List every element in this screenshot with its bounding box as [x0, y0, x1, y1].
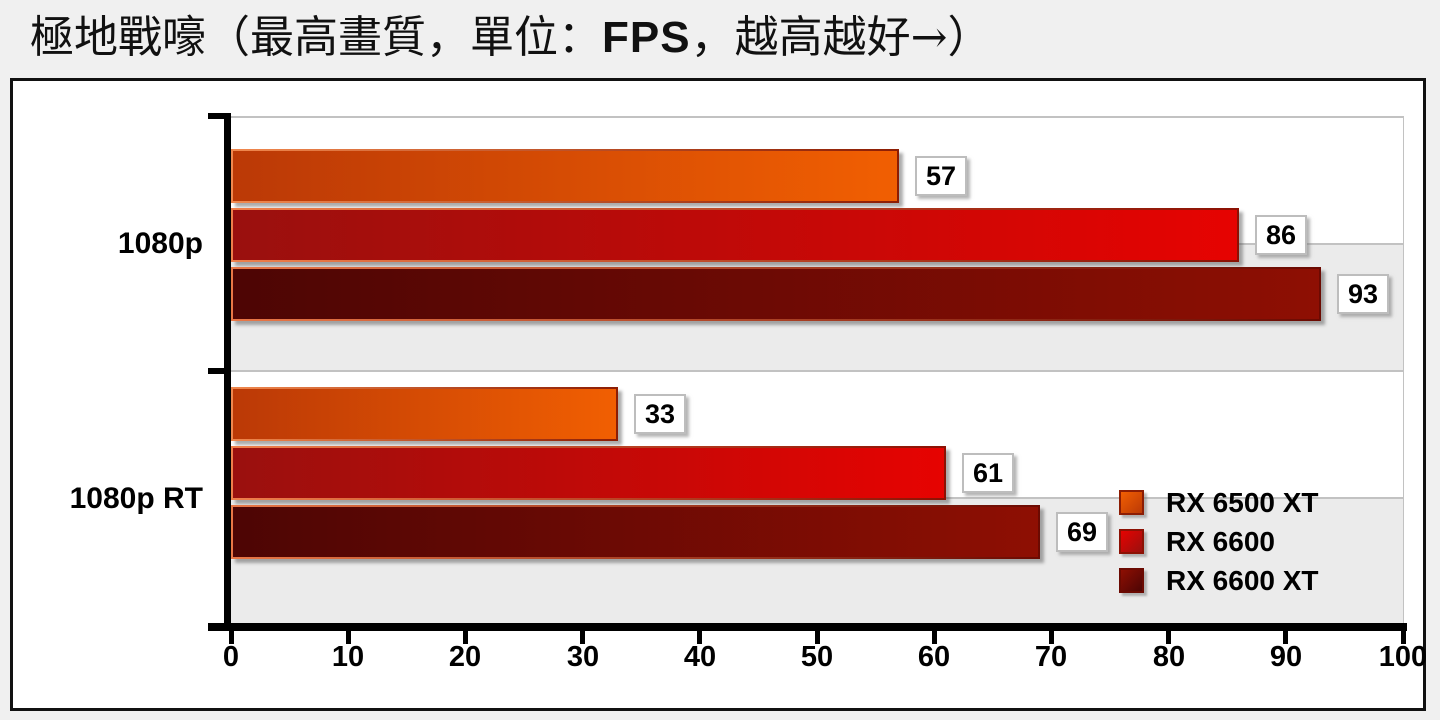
value-axis-tick-label: 10 [331, 641, 365, 673]
value-axis-tick-label: 90 [1269, 641, 1303, 673]
bar-1080p-rx-6600-xt [231, 267, 1321, 321]
bar-1080p-rx-6500-xt [231, 149, 899, 203]
value-axis-tick [580, 631, 585, 644]
legend-swatch-icon [1119, 568, 1144, 593]
value-axis-tick-label: 40 [683, 641, 717, 673]
value-axis-tick-label: 80 [1152, 641, 1186, 673]
bar-fill [233, 151, 897, 201]
value-axis-tick [1401, 631, 1406, 644]
category-label-1080p: 1080p [117, 227, 203, 260]
value-axis-tick [932, 631, 937, 644]
legend-swatch-icon [1119, 529, 1144, 554]
chart-box: 57 86 93 33 61 69 RX 6500 XT RX 6600 RX … [10, 78, 1427, 711]
value-axis-tick [697, 631, 702, 644]
value-axis-tick-label: 50 [800, 641, 834, 673]
bar-1080p-rt-rx-6600 [231, 446, 946, 500]
bar-1080p-rx-6600 [231, 208, 1239, 262]
value-label: 86 [1255, 215, 1308, 255]
bar-fill [233, 448, 944, 498]
value-axis-tick-label: 70 [1034, 641, 1068, 673]
plot-area: 57 86 93 33 61 69 RX 6500 XT RX 6600 RX … [231, 116, 1404, 626]
value-label: 57 [915, 156, 968, 196]
value-axis-tick [229, 631, 234, 644]
bar-1080p-rt-rx-6500-xt [231, 387, 618, 441]
value-axis-tick [1166, 631, 1171, 644]
value-axis-tick-label: 20 [448, 641, 482, 673]
legend-label: RX 6600 [1166, 526, 1275, 557]
bar-fill [233, 210, 1237, 260]
category-label-1080p-rt: 1080p RT [69, 482, 203, 515]
chart-title: 極地戰嚎（最高畫質，單位：FPS，越高越好→） [30, 2, 991, 74]
legend-label: RX 6500 XT [1166, 487, 1319, 518]
category-axis-tick [208, 113, 231, 119]
bar-fill [233, 507, 1038, 557]
value-axis-tick-label: 30 [566, 641, 600, 673]
value-axis-tick [815, 631, 820, 644]
value-axis-tick-label: 100 [1378, 641, 1428, 673]
bar-fill [233, 389, 616, 439]
chart-title-prefix: 極地戰嚎（最高畫質，單位： [30, 12, 602, 63]
legend-swatch-icon [1119, 490, 1144, 515]
value-label: 69 [1056, 512, 1109, 552]
value-axis-tick-label: 60 [917, 641, 951, 673]
value-axis-line [208, 623, 1407, 631]
value-axis-tick [463, 631, 468, 644]
value-axis-tick [1049, 631, 1054, 644]
gridline [231, 116, 1403, 118]
legend-label: RX 6600 XT [1166, 565, 1319, 596]
gridline [231, 370, 1403, 372]
value-label: 61 [962, 453, 1015, 493]
value-axis-tick [1283, 631, 1288, 644]
category-axis-tick [208, 368, 231, 374]
bar-fill [233, 269, 1319, 319]
value-axis-tick-label: 0 [222, 641, 240, 673]
chart-title-suffix: ，越高越好→） [690, 12, 992, 63]
value-label: 93 [1337, 274, 1390, 314]
value-label: 33 [634, 394, 687, 434]
chart-title-unit: FPS [602, 13, 691, 62]
value-axis-tick [346, 631, 351, 644]
bar-1080p-rt-rx-6600-xt [231, 505, 1040, 559]
